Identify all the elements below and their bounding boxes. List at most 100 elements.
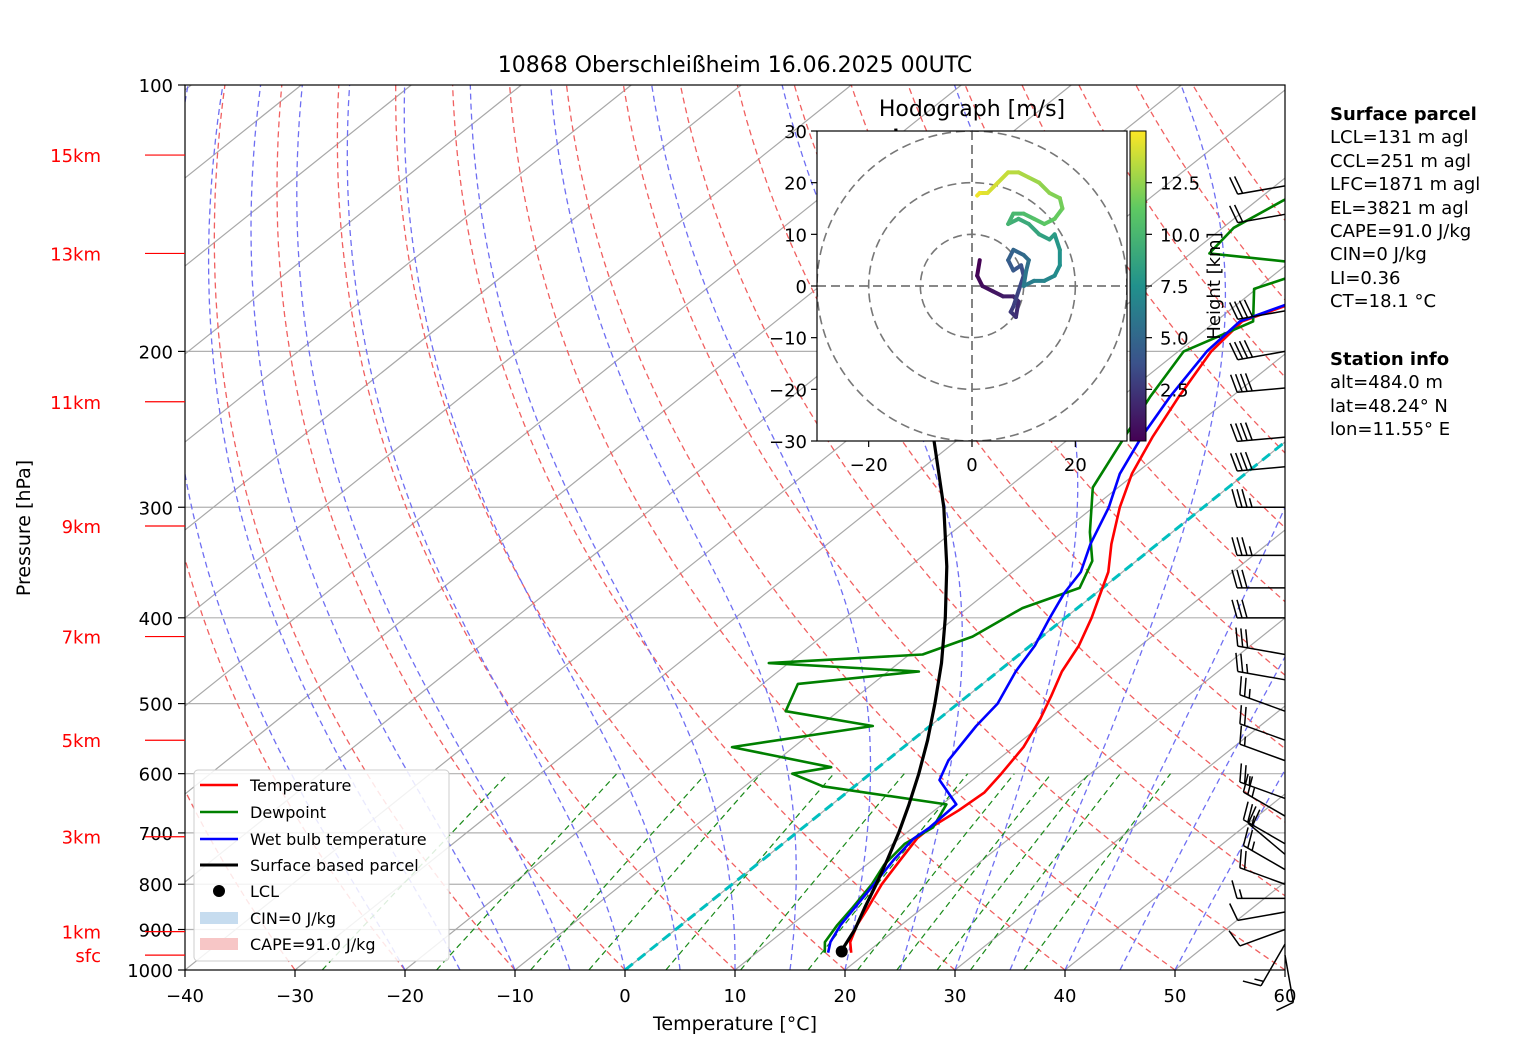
hodograph-y-tick-label: 0 (796, 277, 807, 298)
x-tick-label: 20 (834, 986, 857, 1007)
wind-barb (1239, 676, 1286, 712)
wind-barb-staff (1243, 791, 1286, 817)
height-label: 13km (50, 244, 101, 265)
wind-barb-full (1245, 629, 1249, 648)
wind-barb-full (1242, 980, 1262, 987)
temperature-line (848, 304, 1285, 953)
wind-barb-staff (1237, 436, 1286, 443)
dry-adiabat (793, 85, 1285, 750)
surface-parcel-header: Surface parcel (1330, 104, 1477, 125)
wind-barb-full (1234, 423, 1243, 442)
wind-barb-half (1243, 736, 1247, 746)
wind-barb-full (1239, 705, 1243, 724)
hodograph-title: Hodograph [m/s] (879, 97, 1065, 122)
wind-barb-full (1244, 373, 1253, 392)
legend-label-parcel: Surface based parcel (250, 856, 419, 875)
wetbulb-line (826, 303, 1285, 953)
wind-barb (1242, 943, 1286, 987)
y-tick-label: 600 (139, 765, 173, 786)
legend-label-temperature: Temperature (249, 776, 351, 795)
wind-barb-full (1233, 176, 1244, 194)
wind-barb-full (1239, 422, 1248, 441)
wind-barb-staff (1284, 954, 1295, 1003)
y-tick-label: 300 (139, 498, 173, 519)
wind-barb-full (1233, 301, 1244, 319)
wind-barb (1229, 903, 1286, 922)
wind-barb-staff (1247, 822, 1286, 855)
height-label: 11km (50, 393, 101, 414)
freezing-isotherm (624, 440, 1285, 970)
wind-barb-full (1229, 205, 1239, 223)
mixing-ratio-line (321, 773, 509, 970)
isotherm-line (185, 85, 632, 443)
wind-barb-full (1228, 930, 1241, 947)
hodograph-segment (995, 170, 1011, 185)
colorbar-label: Height [km] (1204, 232, 1225, 339)
wind-barb-staff (1239, 723, 1286, 741)
wind-barb-staff (1239, 781, 1286, 800)
lcl-marker (835, 945, 848, 958)
wind-barb-staff (1243, 819, 1286, 845)
wind-barb-full (1229, 453, 1238, 472)
isotherm-line (844, 617, 1285, 970)
wind-barb-staff (1243, 844, 1286, 871)
x-axis-ticks: −40 −30 −20 −10 0 10 20 30 40 50 60 (166, 970, 1296, 1007)
height-label: 1km (62, 923, 101, 944)
hodograph-y-tick-label: −10 (769, 329, 807, 350)
wind-barb-full (1231, 599, 1238, 619)
station-info-header: Station info (1330, 349, 1450, 370)
y-tick-label: 700 (139, 824, 173, 845)
wind-barb-full (1239, 452, 1248, 471)
wind-barb-full (1238, 300, 1249, 318)
x-tick-label: 0 (619, 986, 630, 1007)
x-tick-label: −40 (166, 986, 204, 1007)
wind-barbs (1228, 176, 1295, 1012)
dry-adiabat (679, 85, 1285, 897)
hodograph-x-tick-label: −20 (850, 455, 888, 476)
wind-barb-full (1229, 302, 1239, 320)
x-tick-label: 50 (1164, 986, 1187, 1007)
station-info-line: alt=484.0 m (1330, 372, 1443, 394)
moist-adiabat (403, 85, 681, 970)
dry-adiabat (565, 85, 1176, 970)
hodograph-segment (1052, 206, 1065, 221)
colorbar-tick-label: 5.0 (1160, 329, 1189, 350)
wind-barb-staff (1237, 670, 1286, 681)
wind-barb-full (1247, 803, 1254, 823)
wind-barb-full (1231, 569, 1238, 589)
isotherm-line (185, 85, 522, 355)
isotherm-line (185, 85, 742, 531)
dry-adiabat (1135, 85, 1285, 301)
wind-barb-staff (1237, 350, 1286, 361)
moist-adiabat (550, 85, 797, 970)
wind-barb-full (1236, 537, 1243, 556)
x-axis-label: Temperature [°C] (652, 1013, 817, 1035)
wind-barb (1242, 827, 1286, 871)
mixing-ratio-line (970, 773, 1121, 970)
wind-barb (1231, 537, 1285, 557)
wind-barb (1229, 299, 1286, 320)
wind-barb-half (1251, 841, 1256, 851)
wind-barb-full (1239, 373, 1248, 392)
wind-barb-staff (1237, 310, 1286, 320)
legend-swatch-cin (200, 912, 238, 924)
wind-barb-staff (1237, 387, 1286, 393)
isotherm-line (185, 85, 852, 619)
hodograph-segment (975, 191, 982, 198)
wind-barb-full (1242, 827, 1249, 846)
legend: Temperature Dewpoint Wet bulb temperatur… (193, 769, 450, 962)
wind-barb (1229, 204, 1286, 224)
y-tick-label: 100 (139, 76, 173, 97)
surface-parcel-line: LI=0.36 (1330, 267, 1401, 289)
wind-barb-staff (1239, 743, 1286, 762)
wind-barb-full (1276, 1001, 1294, 1012)
wind-barb-full (1251, 809, 1261, 827)
wind-barb-full (1242, 801, 1249, 820)
wind-barb (1231, 569, 1285, 589)
wind-barb-half (1251, 815, 1256, 825)
y-tick-label: 400 (139, 609, 173, 630)
isotherm-line (185, 85, 962, 707)
legend-label-dewpoint: Dewpoint (250, 803, 326, 822)
wind-barb-full (1235, 627, 1239, 647)
wind-barb-full (1243, 706, 1247, 726)
